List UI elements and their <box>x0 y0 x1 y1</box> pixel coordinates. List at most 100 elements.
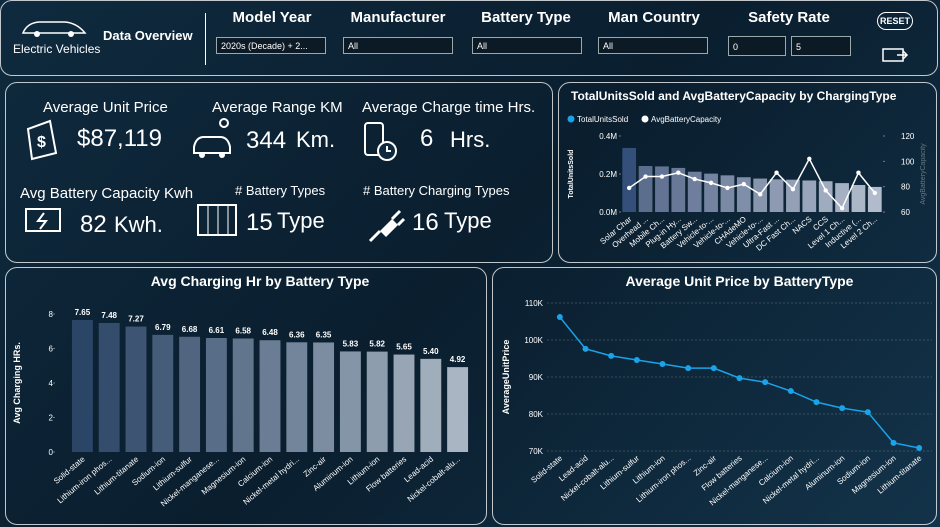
kpi-label: Average Unit Price <box>43 99 168 116</box>
combo-chart: TotalUnitsSold and AvgBatteryCapacity by… <box>567 89 927 253</box>
kpi-label: Average Range KM <box>212 99 343 116</box>
value-label: 5.82 <box>369 340 385 349</box>
line-point <box>633 356 640 363</box>
y-tick-label: 0 <box>49 448 54 457</box>
filter-dropdown[interactable]: 2020s (Decade) + 2... <box>216 37 326 54</box>
legend-label: TotalUnitsSold <box>577 115 628 124</box>
line-point <box>813 399 820 406</box>
filter-dropdown[interactable]: All <box>598 37 708 54</box>
car-logo <box>21 21 87 37</box>
line-point <box>839 206 845 211</box>
value-label: 7.27 <box>128 315 144 324</box>
bar <box>313 342 335 452</box>
y-tick-label: 120 <box>901 132 915 141</box>
kpi-unit: Type <box>277 208 325 233</box>
kpi-value: 16 <box>412 209 439 236</box>
chart-panel: Average Unit Price by BatteryType 70K 80K 9… <box>492 267 937 525</box>
line-point <box>608 352 615 359</box>
chart-panel: TotalUnitsSold and AvgBatteryCapacity by… <box>558 82 937 263</box>
bar <box>125 326 147 452</box>
filter-label: Man Country <box>608 9 700 26</box>
y-axis-title: Avg Charging HRs. <box>12 342 22 424</box>
y-tick-label: 80 <box>901 183 910 192</box>
kpi-value: 344 <box>246 127 287 154</box>
value-label: 7.48 <box>101 311 117 320</box>
y-tick-label: 2 <box>49 414 54 423</box>
filter-label: Safety Rate <box>748 9 830 26</box>
bar <box>259 340 281 452</box>
bar <box>420 358 442 452</box>
line-point <box>643 174 648 179</box>
kpi-label: Average Charge time Hrs. <box>362 99 536 116</box>
battery-icon <box>25 208 61 232</box>
bar <box>232 338 254 452</box>
y-axis-title: TotalUnitsSold <box>568 150 575 199</box>
bar-chart: Avg Charging Hr by Battery Type 0 2 4 6 8 Avg … <box>12 273 469 508</box>
line-point <box>676 170 681 175</box>
series-line <box>559 316 920 449</box>
bar <box>286 342 308 452</box>
value-label: 4.92 <box>450 355 466 364</box>
y-tick-label: 70K <box>529 447 544 456</box>
y-tick-label: 4 <box>49 379 54 388</box>
bar <box>671 167 686 212</box>
line-point <box>807 156 812 161</box>
bar <box>851 185 866 212</box>
filter-label: Model Year <box>232 9 312 26</box>
line-point <box>916 445 923 452</box>
line-point <box>823 188 828 193</box>
legend-marker <box>567 115 575 123</box>
chart-title: TotalUnitsSold and AvgBatteryCapacity by… <box>571 89 897 103</box>
line-point <box>839 405 846 412</box>
y-tick-label: 0.0M <box>599 208 617 217</box>
x-tick-label: Lithium-titanate <box>876 453 924 495</box>
chart-panel: Avg Charging Hr by Battery Type 0 2 4 6 8 Avg … <box>5 267 487 525</box>
line-point <box>790 187 796 192</box>
line-point <box>787 388 794 395</box>
battery-pack-icon <box>197 204 237 236</box>
y-tick-label: 0.2M <box>599 170 617 179</box>
line-point <box>582 345 589 352</box>
bar <box>638 166 653 212</box>
line-point <box>626 185 632 191</box>
bar <box>366 351 388 452</box>
bar <box>71 320 93 452</box>
filter-dropdown[interactable]: All <box>472 37 582 54</box>
reset-button[interactable]: RESET <box>877 12 914 30</box>
chart-title: Avg Charging Hr by Battery Type <box>151 273 370 289</box>
bar <box>704 173 718 212</box>
kpi-unit: Type <box>444 208 492 233</box>
header-panel: Electric Vehicles Data Overview Model Ye… <box>0 0 938 76</box>
value-label: 5.40 <box>423 347 439 356</box>
value-label: 6.48 <box>262 328 278 337</box>
line-chart: Average Unit Price by BatteryType 70K 80K 9… <box>501 273 932 507</box>
bar <box>393 354 415 452</box>
bar <box>339 351 361 452</box>
line-point <box>890 439 897 446</box>
range-min[interactable]: 0 <box>728 36 786 56</box>
bar <box>818 181 833 212</box>
y2-axis-title: AvgBatteryCapacity <box>920 143 927 205</box>
line-point <box>774 170 779 175</box>
svg-text:$: $ <box>37 134 46 151</box>
y-tick-label: 6 <box>49 345 54 354</box>
bookmark-icon[interactable] <box>881 45 909 65</box>
y-tick-label: 60 <box>901 208 910 217</box>
bar <box>867 186 882 212</box>
range-max[interactable]: 5 <box>791 36 851 56</box>
bar <box>622 147 637 212</box>
kpi-label: Avg Battery Capacity Kwh <box>20 185 194 202</box>
kpi-value: $87,119 <box>77 125 162 152</box>
series-line <box>628 157 876 210</box>
value-label: 5.83 <box>343 339 359 348</box>
filter-dropdown[interactable]: All <box>343 37 453 54</box>
y-axis-title: AverageUnitPrice <box>501 340 511 415</box>
y-tick-label: 100 <box>901 157 915 166</box>
filter-label: Battery Type <box>481 9 571 26</box>
price-icon: $ <box>26 119 58 161</box>
bar <box>786 179 800 212</box>
kpi-value: 15 <box>246 209 273 236</box>
value-label: 6.36 <box>289 330 305 339</box>
line-point <box>556 314 563 321</box>
